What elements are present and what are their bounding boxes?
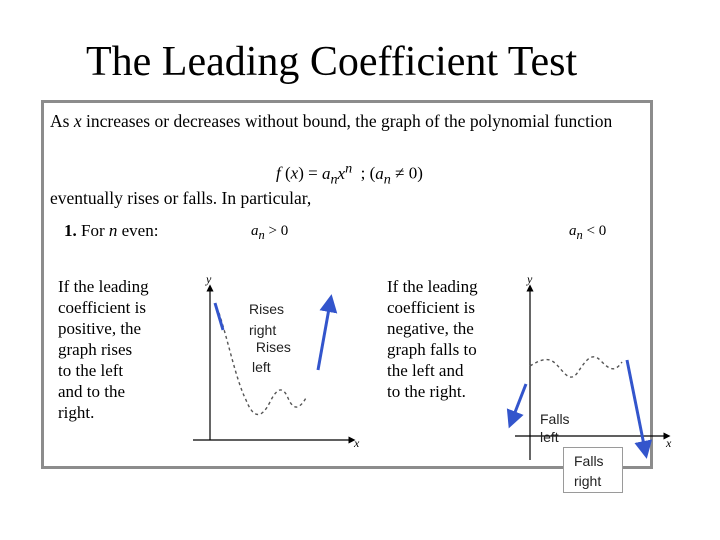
graph1-right-arrow [316, 294, 338, 371]
graph2-y-label: y [527, 272, 533, 286]
eventually-text: eventually rises or falls. In particular… [50, 188, 312, 208]
graph1-rises-right-label: Rises right [249, 301, 285, 338]
graph1-y-label: y [206, 272, 212, 286]
graph2-x-label: x [666, 436, 672, 450]
page-title: The Leading Coefficient Test [86, 39, 578, 85]
graph2-falls-right-label: Falls right [574, 453, 604, 489]
condition-negative: an < 0 [569, 223, 607, 242]
graph2-falls-right-box [563, 447, 623, 493]
graph1-x-label: x [354, 436, 360, 450]
content-box: As x increases or decreases without boun… [41, 100, 653, 469]
graph1-left-arrow [213, 302, 225, 331]
description-negative: If the leading coefficient is negative, … [387, 277, 478, 401]
graph2-curve [529, 356, 623, 378]
condition-positive: an > 0 [251, 223, 289, 242]
description-positive: If the leading coefficient is positive, … [58, 277, 149, 422]
graph2-right-arrow [625, 359, 653, 459]
case-label: 1. For n even: [64, 221, 159, 240]
graph2-falls-left-label: Falls left [540, 411, 570, 443]
formula: f (x) = anxn ; (an ≠ 0) [276, 160, 423, 188]
graph1-curve [218, 312, 307, 416]
graph2-left-arrow [506, 383, 528, 429]
graph1-rises-left-label: Rises left [252, 339, 291, 375]
intro-text: As x increases or decreases without boun… [50, 111, 613, 131]
